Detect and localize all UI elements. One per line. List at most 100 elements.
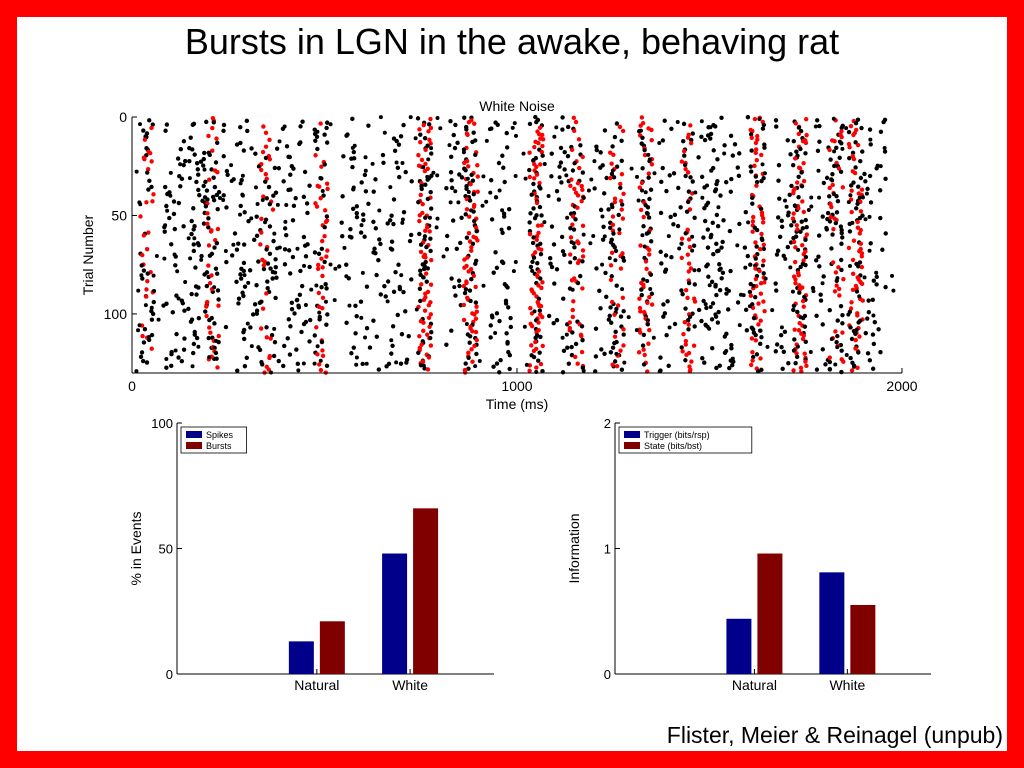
spike-dot	[481, 174, 486, 179]
spike-dot	[534, 164, 539, 170]
spike-dot	[581, 368, 586, 373]
spike-dot	[372, 246, 377, 251]
spike-dot	[351, 185, 356, 190]
spike-dot	[864, 191, 869, 196]
spike-dot	[833, 329, 838, 334]
spike-dot	[857, 260, 863, 265]
info-bar	[726, 618, 752, 674]
spike-dot	[839, 230, 844, 236]
spike-dot	[664, 333, 669, 338]
spike-dot	[268, 266, 273, 271]
spike-dot	[536, 296, 542, 301]
spike-dot	[855, 365, 860, 370]
spike-dot	[774, 124, 779, 129]
spike-dot	[216, 333, 221, 339]
spike-dot	[537, 350, 542, 355]
spike-dot	[480, 203, 485, 208]
spike-dot	[689, 359, 694, 364]
spike-dot	[370, 161, 375, 166]
spike-dot	[419, 180, 424, 186]
spike-dot	[429, 257, 434, 263]
spike-dot	[568, 252, 573, 257]
spike-dot	[855, 117, 861, 122]
spike-dot	[175, 156, 181, 161]
spike-dot	[302, 169, 308, 175]
spike-dot	[660, 138, 666, 143]
spike-dot	[322, 208, 328, 213]
spike-dot	[506, 305, 511, 310]
spike-dot	[851, 180, 856, 185]
spike-dot	[597, 288, 602, 294]
spike-dot	[165, 191, 170, 197]
spike-dot	[619, 202, 625, 207]
spike-dot	[522, 324, 527, 329]
spike-dot	[263, 144, 269, 149]
spike-dot	[469, 277, 474, 282]
spike-dot	[194, 161, 200, 166]
spike-dot	[423, 228, 428, 234]
spike-dot	[539, 223, 544, 228]
spike-dot	[351, 156, 357, 161]
spike-dot	[575, 205, 580, 210]
spike-dot	[530, 259, 535, 265]
spike-dot	[602, 234, 607, 239]
spike-dot	[827, 308, 832, 313]
spike-dot	[859, 254, 865, 259]
spike-dot	[720, 239, 725, 245]
spike-dot	[408, 232, 414, 238]
spike-dot	[639, 115, 645, 120]
spike-dot	[827, 147, 832, 153]
spike-dot	[849, 336, 855, 342]
spike-dot	[206, 243, 212, 248]
spike-dot	[455, 140, 460, 146]
spike-dot	[267, 157, 273, 162]
spike-dot	[143, 303, 148, 308]
spike-dot	[722, 143, 727, 148]
spike-dot	[639, 287, 644, 292]
spike-dot	[176, 296, 181, 301]
spike-dot	[871, 278, 877, 283]
spike-dot	[531, 348, 537, 354]
spike-dot	[714, 212, 720, 218]
spike-dot	[718, 266, 723, 271]
spike-dot	[748, 362, 754, 368]
spike-dot	[715, 320, 721, 325]
spike-dot	[753, 147, 759, 152]
spike-dot	[342, 245, 347, 250]
spike-dot	[422, 168, 428, 174]
spike-dot	[435, 173, 440, 178]
spike-dot	[863, 217, 868, 222]
spike-dot	[179, 176, 185, 182]
spike-dot	[800, 226, 806, 231]
spike-dot	[397, 286, 403, 292]
spike-dot	[850, 150, 856, 156]
spike-dot	[641, 332, 647, 338]
spike-dot	[206, 335, 211, 341]
spike-dot	[274, 146, 280, 151]
spike-dot	[147, 150, 153, 156]
spike-dot	[288, 271, 293, 276]
raster-x-label: Time (ms)	[486, 396, 548, 412]
spike-dot	[350, 116, 355, 122]
spike-dot	[646, 215, 652, 220]
spike-dot	[705, 245, 711, 250]
spike-dot	[594, 147, 600, 153]
spike-dot	[212, 345, 217, 351]
spike-dot	[830, 232, 835, 237]
spike-dot	[853, 346, 858, 351]
spike-dot	[263, 130, 269, 135]
spike-dot	[316, 262, 321, 268]
spike-dot	[580, 337, 585, 343]
spike-dot	[638, 128, 643, 133]
spike-dot	[554, 189, 560, 194]
spike-dot	[367, 345, 373, 350]
spike-dot	[881, 119, 886, 125]
spike-dot	[801, 304, 806, 309]
spike-dot	[466, 164, 471, 169]
spike-dot	[498, 357, 503, 363]
spike-dot	[620, 128, 626, 134]
spike-dot	[354, 313, 359, 319]
spike-dot	[645, 211, 650, 216]
info-legend-swatch	[624, 442, 640, 449]
spike-dot	[714, 292, 719, 298]
